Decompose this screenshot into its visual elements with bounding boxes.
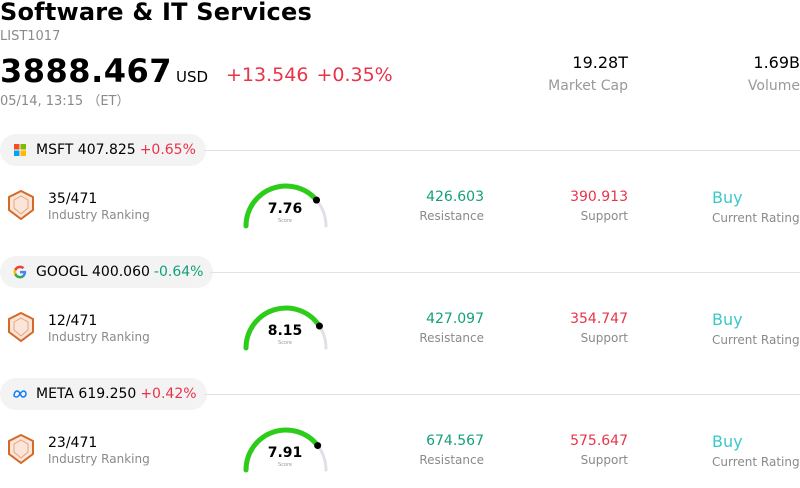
score-gauge-marker xyxy=(313,196,320,204)
support-label: Support xyxy=(580,453,628,467)
score-gauge-arc xyxy=(243,183,319,229)
industry-badge-icon xyxy=(8,190,34,220)
rating-column: Buy Current Rating xyxy=(712,432,800,469)
currency-label: USD xyxy=(176,68,209,86)
index-code: LIST1017 xyxy=(0,29,61,44)
volume-label: Volume xyxy=(747,78,800,94)
score-label: Score xyxy=(277,340,292,346)
index-price: 3888.467 xyxy=(0,52,173,90)
industry-badge-icon xyxy=(8,312,34,342)
microsoft-logo-icon xyxy=(12,142,28,158)
stock-price: 619.250 xyxy=(78,386,137,402)
score-value: 8.15 xyxy=(267,323,303,339)
score-gauge-arc xyxy=(243,427,321,473)
support-label: Support xyxy=(580,331,628,345)
stock-change: -0.64% xyxy=(153,264,204,280)
industry-rank: 35/471 xyxy=(48,191,98,207)
resistance-column: 674.567 Resistance xyxy=(419,433,484,467)
stock-pill[interactable]: GOOGL 400.060 -0.64% xyxy=(0,256,214,288)
market-cap-stat: 19.28T Market Cap xyxy=(548,53,628,94)
stock-price: 400.060 xyxy=(92,264,150,280)
market-cap-value: 19.28T xyxy=(572,53,628,72)
support-label: Support xyxy=(580,209,628,223)
row-divider xyxy=(204,150,800,151)
resistance-label: Resistance xyxy=(419,331,484,345)
industry-badge-icon xyxy=(8,434,34,464)
stock-pill[interactable]: MSFT 407.825 +0.65% xyxy=(0,134,206,166)
rating-value[interactable]: Buy xyxy=(712,188,743,207)
score-value: 7.91 xyxy=(267,445,303,461)
score-label: Score xyxy=(277,218,292,224)
google-logo-icon xyxy=(12,264,28,280)
support-value: 354.747 xyxy=(570,311,628,327)
resistance-value: 674.567 xyxy=(426,433,484,449)
stock-row[interactable]: MSFT 407.825 +0.65% 35/471 Industry Rank… xyxy=(0,134,800,256)
industry-rank-label: Industry Ranking xyxy=(48,330,150,344)
rating-value[interactable]: Buy xyxy=(712,310,743,329)
resistance-label: Resistance xyxy=(419,209,484,223)
stock-row[interactable]: META 619.250 +0.42% 23/471 Industry Rank… xyxy=(0,378,800,488)
stock-change: +0.65% xyxy=(139,142,196,158)
support-value: 390.913 xyxy=(570,189,628,205)
page-title: Software & IT Services xyxy=(0,0,312,26)
support-value: 575.647 xyxy=(570,433,628,449)
rating-label: Current Rating xyxy=(712,455,800,469)
resistance-label: Resistance xyxy=(419,453,484,467)
meta-logo-icon xyxy=(12,386,28,402)
resistance-value: 426.603 xyxy=(426,189,484,205)
stock-ticker: GOOGL xyxy=(36,264,88,280)
support-column: 575.647 Support xyxy=(570,433,628,467)
industry-rank-label: Industry Ranking xyxy=(48,208,150,222)
volume-value: 1.69B xyxy=(753,53,800,72)
support-column: 354.747 Support xyxy=(570,311,628,345)
market-cap-label: Market Cap xyxy=(548,78,628,94)
resistance-value: 427.097 xyxy=(426,311,484,327)
industry-rank: 23/471 xyxy=(48,435,98,451)
rating-column: Buy Current Rating xyxy=(712,188,800,225)
row-divider xyxy=(204,394,800,395)
rating-value[interactable]: Buy xyxy=(712,432,743,451)
volume-stat: 1.69B Volume xyxy=(748,53,800,94)
stock-ticker: MSFT xyxy=(36,142,74,158)
rating-label: Current Rating xyxy=(712,333,800,347)
score-gauge xyxy=(243,427,328,473)
industry-rank-label: Industry Ranking xyxy=(48,452,150,466)
stock-change: +0.42% xyxy=(140,386,197,402)
stock-price: 407.825 xyxy=(77,142,136,158)
resistance-column: 426.603 Resistance xyxy=(419,189,484,223)
score-value: 7.76 xyxy=(267,201,303,217)
score-gauge-arc xyxy=(243,305,322,351)
score-gauge-marker xyxy=(314,442,322,450)
resistance-column: 427.097 Resistance xyxy=(419,311,484,345)
stock-ticker: META xyxy=(36,386,74,402)
score-gauge xyxy=(243,183,328,229)
rating-column: Buy Current Rating xyxy=(712,310,800,347)
support-column: 390.913 Support xyxy=(570,189,628,223)
row-divider xyxy=(210,272,800,273)
score-gauge-marker xyxy=(315,322,323,330)
price-change: +13.546 +0.35% xyxy=(226,64,393,86)
rating-label: Current Rating xyxy=(712,211,800,225)
score-gauge xyxy=(243,305,328,351)
timestamp: 05/14, 13:15 （ET） xyxy=(0,94,130,109)
stock-pill[interactable]: META 619.250 +0.42% xyxy=(0,378,207,410)
industry-rank: 12/471 xyxy=(48,313,98,329)
stock-row[interactable]: GOOGL 400.060 -0.64% 12/471 Industry Ran… xyxy=(0,256,800,378)
score-label: Score xyxy=(277,462,292,468)
